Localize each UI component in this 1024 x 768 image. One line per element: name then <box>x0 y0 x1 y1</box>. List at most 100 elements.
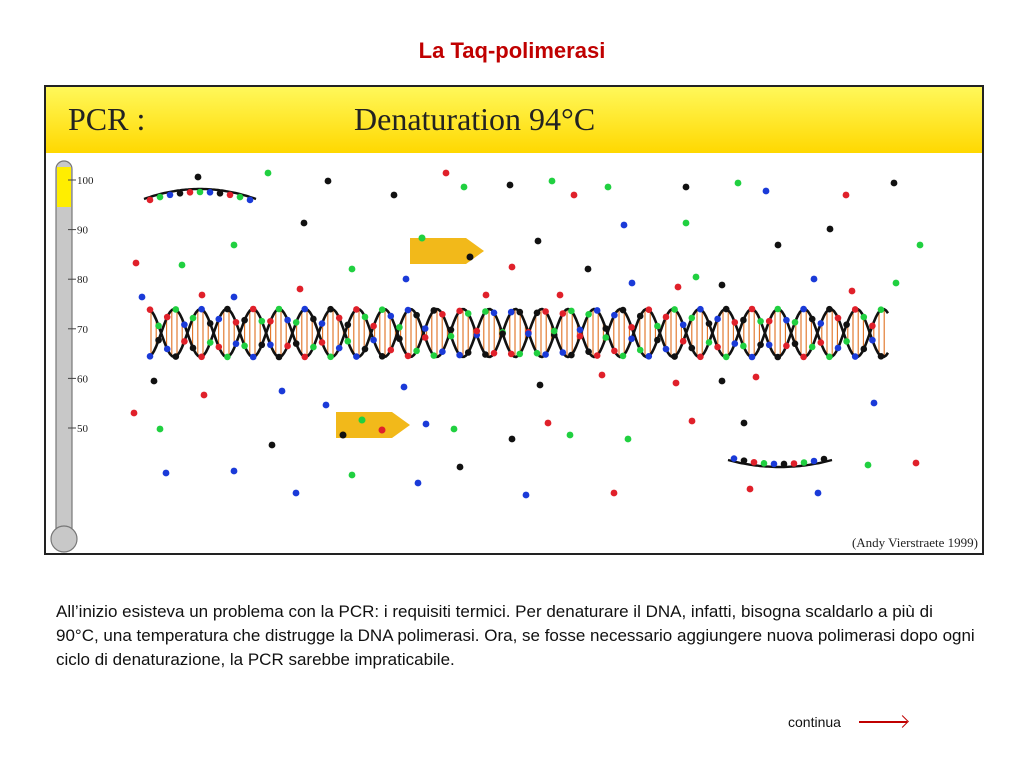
free-nucleotide <box>892 279 900 287</box>
helix-nucleotide <box>447 332 455 340</box>
helix-nucleotide <box>396 335 403 343</box>
helix-nucleotide <box>206 339 214 346</box>
helix-nucleotide <box>473 327 481 335</box>
helix-nucleotide <box>748 353 756 361</box>
helix-nucleotide <box>292 340 300 347</box>
free-nucleotide <box>674 283 682 291</box>
helix-nucleotide <box>163 313 171 321</box>
free-nucleotide <box>230 467 238 475</box>
helix-nucleotide <box>860 313 868 321</box>
helix-nucleotide <box>645 306 653 314</box>
helix-nucleotide <box>284 342 291 350</box>
free-nucleotide <box>522 491 530 499</box>
thermometer-bulb <box>50 525 78 553</box>
helix-nucleotide <box>568 351 575 359</box>
arrow-right-icon[interactable] <box>858 721 907 723</box>
helix-nucleotide <box>327 305 334 313</box>
free-nucleotide <box>506 181 514 189</box>
free-nucleotide <box>916 241 924 249</box>
helix-nucleotide <box>181 338 188 345</box>
banner-pcr-label: PCR : <box>68 101 146 137</box>
helix-nucleotide <box>654 322 661 330</box>
helix-nucleotide <box>542 308 549 315</box>
helix-nucleotide <box>791 318 799 326</box>
free-nucleotide <box>604 183 612 191</box>
free-nucleotide <box>390 191 398 199</box>
free-nucleotide <box>810 275 818 283</box>
continue-label[interactable]: continua <box>788 714 841 730</box>
helix-nucleotide <box>791 340 799 348</box>
helix-nucleotide <box>146 353 154 360</box>
strand-nucleotide <box>226 191 234 199</box>
explanation-paragraph: All’inizio esisteva un problema con la P… <box>56 602 975 669</box>
free-nucleotide <box>300 219 308 227</box>
free-nucleotide <box>442 169 450 177</box>
helix-nucleotide <box>310 315 317 323</box>
helix-nucleotide <box>671 353 678 360</box>
helix-nucleotide <box>688 344 696 352</box>
free-nucleotide <box>598 371 606 379</box>
helix-nucleotide <box>731 319 739 326</box>
free-nucleotide <box>230 241 238 249</box>
helix-nucleotide <box>146 306 154 313</box>
strand-nucleotide <box>196 188 204 196</box>
strand-nucleotide <box>730 455 738 462</box>
helix-nucleotide <box>370 322 377 330</box>
helix-nucleotide <box>163 345 171 353</box>
helix-nucleotide <box>258 341 266 349</box>
helix-nucleotide <box>387 346 395 354</box>
strand-nucleotide <box>246 196 254 204</box>
helix-nucleotide <box>456 351 463 359</box>
helix-nucleotide <box>206 320 214 327</box>
helix-nucleotide <box>585 348 592 356</box>
helix-nucleotide <box>628 335 635 343</box>
helix-nucleotide <box>215 315 223 323</box>
free-nucleotide <box>544 419 552 427</box>
helix-nucleotide <box>430 352 438 359</box>
strand-nucleotide <box>166 191 174 199</box>
free-nucleotide <box>842 191 850 199</box>
free-nucleotide <box>130 409 138 417</box>
free-nucleotide <box>752 373 760 381</box>
helix-nucleotide <box>378 352 386 360</box>
free-nucleotide <box>556 291 564 299</box>
helix-nucleotide <box>249 305 257 313</box>
free-nucleotide <box>570 191 578 199</box>
helix-nucleotide <box>731 340 739 347</box>
helix-nucleotide <box>189 344 197 352</box>
free-nucleotide <box>402 275 410 283</box>
helix-nucleotide <box>404 352 412 360</box>
helix-nucleotide <box>542 351 549 358</box>
strand-nucleotide <box>146 196 154 204</box>
free-nucleotide <box>682 219 690 227</box>
free-nucleotide <box>156 425 164 433</box>
helix-nucleotide <box>559 349 567 356</box>
strand-nucleotide <box>770 460 778 468</box>
helix-nucleotide <box>516 308 524 316</box>
helix-nucleotide <box>645 352 653 360</box>
helix-nucleotide <box>800 305 807 313</box>
free-nucleotide <box>268 441 276 449</box>
helix-nucleotide <box>705 320 713 327</box>
polymerase-enzyme-top <box>410 234 484 264</box>
helix-nucleotide <box>714 343 721 351</box>
free-nucleotide <box>400 383 408 391</box>
free-nucleotide <box>450 425 458 433</box>
free-nucleotide <box>178 261 186 269</box>
helix-nucleotide <box>249 353 257 361</box>
helix-nucleotide <box>327 353 334 361</box>
free-nucleotide <box>566 431 574 439</box>
free-nucleotide <box>890 179 898 187</box>
free-nucleotide <box>672 379 680 387</box>
strand-nucleotide <box>810 457 818 465</box>
continue-link[interactable]: continua <box>788 714 907 730</box>
thermometer-tick-label: 70 <box>77 324 89 336</box>
helix-nucleotide <box>275 305 283 313</box>
free-nucleotide <box>456 463 464 471</box>
dna-single-strand-top <box>143 187 257 204</box>
free-nucleotide <box>718 281 726 289</box>
helix-nucleotide <box>688 314 696 322</box>
helix-nucleotide <box>490 309 498 317</box>
helix-nucleotide <box>490 349 498 357</box>
helix-nucleotide <box>310 343 317 351</box>
